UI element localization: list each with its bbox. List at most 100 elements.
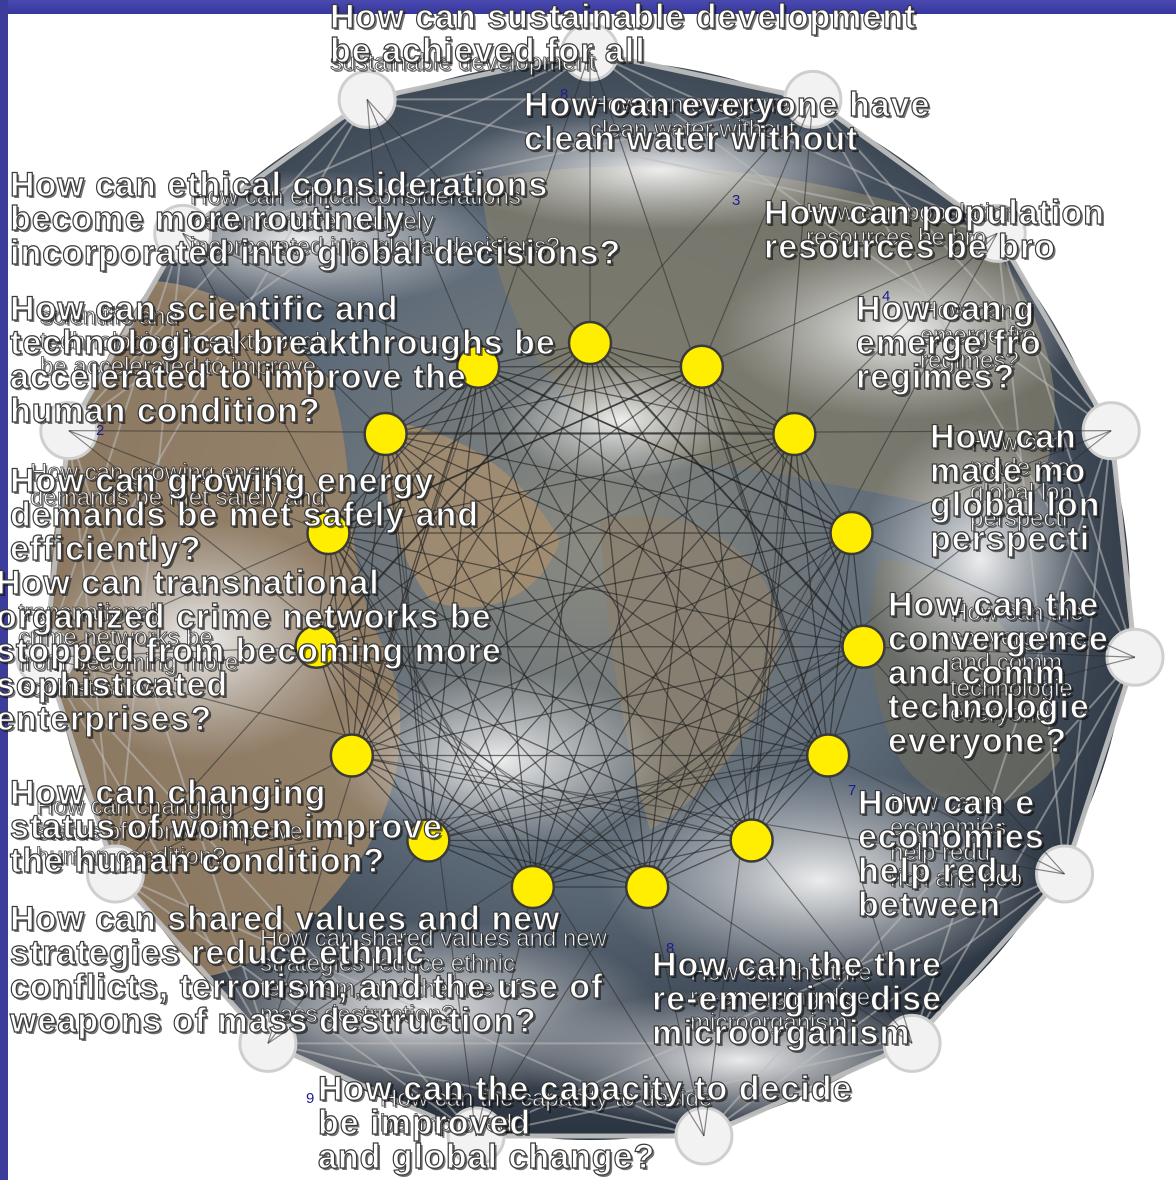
question-diseases-ghost: How can the thre re-emerging dise microo… [690,959,872,1037]
network-edge [315,646,429,841]
frame-edge [703,656,1136,1137]
question-women-ghost: How can changing status of women improve… [36,793,304,871]
network-edge [477,366,852,534]
frame-edge [703,873,1066,1137]
question-water-ghost: How can everyone clean water without [590,91,796,144]
question-water: How can everyone have clean water withou… [523,86,931,158]
question-peace: How can shared values and new strategies… [9,900,604,1040]
network-edge [477,366,753,841]
network-edge [385,433,534,888]
network-edge [328,366,703,534]
earth-surface [50,110,1100,1130]
network-edge [751,646,865,841]
question-science: How can scientific and technological bre… [9,290,556,430]
network-edge [385,433,864,648]
network-edge [589,51,829,756]
network-edge [315,366,479,648]
frame-edge [266,1041,478,1139]
network-edge [478,366,795,435]
network-edge [532,430,1112,888]
network-edge [68,430,329,534]
frame-edge [267,1042,705,1138]
frame-edge [996,233,1136,658]
network-edge [327,532,534,888]
network-edge [351,754,534,888]
frame-edge [702,1041,914,1139]
frame-edge [113,872,270,1046]
number-label-4: 4 [882,288,891,305]
question-it-convergence: How can the convergence and comm technol… [887,586,1109,760]
question-science-ghost: scientific and technological breakthroug… [40,303,341,381]
network-edge [427,342,591,841]
network-edge [316,646,913,1044]
question-sustainable-ghost: sustainable development [330,49,596,76]
number-label-2: 2 [96,422,105,439]
frame-edge [182,98,814,235]
frame-edge [44,233,184,658]
challenge-node [772,411,817,457]
network-edge [327,532,353,756]
question-population: How can population resources be bro [763,194,1105,266]
frame-edge [67,430,269,1044]
frame-edge [68,51,591,432]
challenge-node [729,818,774,863]
network-edge [428,754,829,842]
challenge-node [567,320,613,366]
top-title-band [0,0,1176,14]
question-it-convergence-ghost: How can the convergence and comm technol… [950,599,1088,727]
question-peace-ghost: How can shared values and new strategies… [260,925,608,1028]
network-edge [532,839,752,888]
network-edge [328,342,591,534]
network-edge [316,433,795,648]
network-edge [351,646,864,757]
network-edge [68,430,648,888]
question-long-term: How can made mo global lon perspecti [929,418,1101,558]
network-edge [589,342,864,648]
challenge-node [329,733,375,778]
network-edge [428,839,648,888]
frame-edge [475,873,1065,1137]
network-edge [316,646,534,888]
network-edge [385,342,591,435]
network-edge [589,342,795,435]
question-population-ghost: How can population resources be bro [806,199,1018,252]
frame-edge [475,1042,913,1138]
network-edge [327,532,648,888]
network-edge [267,366,479,1044]
question-rich-poor-ghost: How can e economies help redu rich and p… [890,789,1023,892]
question-decision-capacity-ghost: How can the capacity to decide be improv… [380,1085,713,1138]
network-edge [351,754,648,888]
network-edge [351,342,591,756]
network-edge [384,433,430,841]
frame-edge [181,97,369,236]
network-edge [351,754,752,842]
number-label-7: 7 [848,782,857,799]
network-edge [701,366,865,648]
frame-edge [911,430,1113,1044]
number-label-8-top: 8 [560,86,569,103]
challenge-node [363,411,408,457]
network-edge [385,433,753,841]
network-edge [589,342,753,841]
network-edge [646,233,998,888]
frame-edge [366,98,998,235]
network-edge [532,532,853,888]
frame-edge [589,51,1112,432]
frame-edge [812,98,1112,432]
question-energy: How can growing energy demands be met sa… [9,462,480,568]
frame-edge [1063,430,1113,875]
question-decision-capacity: How can the capacity to decide be improv… [317,1070,853,1176]
number-label-3: 3 [732,192,741,209]
network-edge [793,433,865,647]
question-women: How can changing status of women improve… [9,774,443,880]
network-edge [316,366,703,648]
network-edge [532,433,795,888]
network-edge [316,646,752,842]
challenge-node [805,733,851,778]
network-edge [267,646,864,1044]
frame-edge [995,232,1114,432]
frame-edge [44,656,269,1044]
network-edge [385,433,477,1137]
frame-edge [114,233,184,875]
